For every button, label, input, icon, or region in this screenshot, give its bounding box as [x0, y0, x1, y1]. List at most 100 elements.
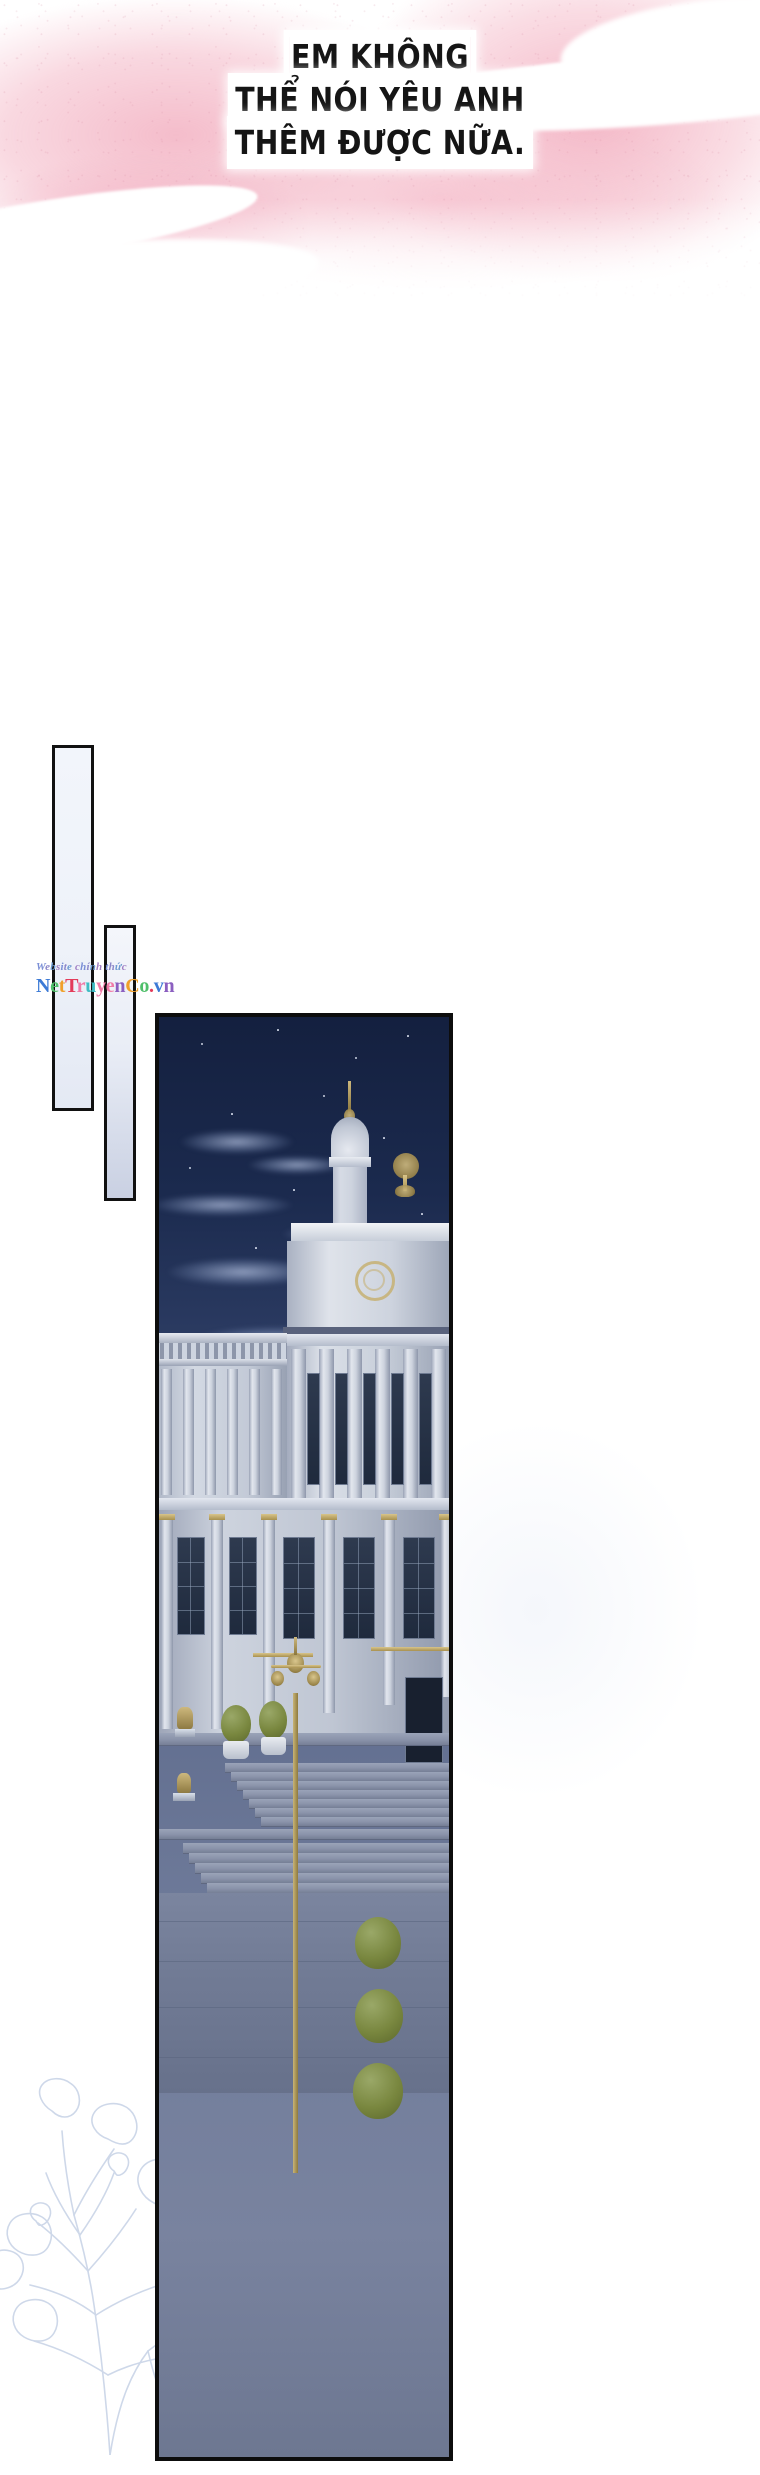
- headline-line-2: THỂ NÓI YÊU ANH: [53, 80, 707, 119]
- plaza-joint: [159, 2007, 449, 2008]
- lower-column: [211, 1517, 223, 1729]
- watermark-letter: e: [50, 975, 59, 997]
- window-mullion: [230, 1610, 256, 1611]
- headline-line-3-text: THÊM ĐƯỢC NỮA.: [233, 123, 527, 162]
- planter-pot: [261, 1737, 286, 1755]
- column: [249, 1369, 260, 1495]
- gold-capital: [439, 1514, 449, 1520]
- window-mullion: [284, 1613, 314, 1614]
- terrace-edge: [159, 1733, 449, 1746]
- palace-doorway: [405, 1677, 443, 1763]
- watermark-letter: u: [85, 975, 97, 997]
- spire-finial: [344, 1109, 355, 1123]
- star: [407, 1035, 409, 1037]
- street-lamp-pole: [293, 1693, 298, 2173]
- topiary-bush: [353, 2063, 403, 2119]
- golden-crest: [393, 1153, 419, 1179]
- lower-window: [403, 1537, 435, 1639]
- lower-window: [343, 1537, 375, 1639]
- tall-window: [391, 1373, 404, 1485]
- watermark: Website chính thức NetTruyenCo.vn: [36, 962, 175, 997]
- planter-pot: [223, 1741, 249, 1759]
- watermark-letter: r: [76, 975, 86, 997]
- window-mullion: [178, 1586, 204, 1587]
- lower-column: [323, 1517, 335, 1713]
- watermark-letter: o: [139, 975, 150, 997]
- wreath-inner: [363, 1269, 385, 1291]
- topiary-bush: [355, 1917, 401, 1969]
- window-mullion: [284, 1563, 314, 1564]
- lamp-finial: [294, 1637, 297, 1655]
- watermark-letter: v: [153, 975, 164, 997]
- palace-night-panel: [155, 1013, 453, 2461]
- watermark-letter: s: [55, 961, 61, 973]
- column: [271, 1369, 282, 1495]
- tall-window: [363, 1373, 376, 1485]
- watermark-letter: n: [114, 975, 126, 997]
- watermark-letter: e: [66, 961, 73, 973]
- window-mullion: [178, 1562, 204, 1563]
- star: [255, 1247, 257, 1249]
- plaza-joint: [159, 1961, 449, 1962]
- lower-window: [229, 1537, 257, 1635]
- watermark-letter: n: [163, 975, 175, 997]
- gold-capital: [261, 1514, 277, 1520]
- portico-column: [347, 1349, 362, 1503]
- gold-capital: [209, 1514, 225, 1520]
- watermark-letter: h: [96, 961, 103, 973]
- plaza-floor: [159, 1893, 449, 2093]
- topiary-bush: [259, 1701, 287, 1739]
- lamp-side-light: [271, 1671, 284, 1686]
- watermark-tagline: Website chính thức: [36, 962, 174, 973]
- crest-stem: [403, 1175, 407, 1191]
- wreath-ornament: [355, 1261, 395, 1301]
- window-mullion: [344, 1563, 374, 1564]
- watermark-letter: t: [63, 961, 67, 973]
- dome: [331, 1117, 369, 1161]
- tall-window: [335, 1373, 348, 1485]
- window-mullion: [230, 1562, 256, 1563]
- cloud: [245, 1155, 349, 1175]
- window-mullion: [344, 1613, 374, 1614]
- watermark-letter: N: [36, 975, 51, 997]
- headline-line-2-text: THỂ NÓI YÊU ANH: [233, 80, 527, 119]
- dome-base-cornice: [329, 1157, 371, 1167]
- left-wing-wall: [159, 1366, 287, 1498]
- urn-base: [173, 1793, 195, 1801]
- headline-line-3: THÊM ĐƯỢC NỮA.: [53, 123, 707, 162]
- window-mullion: [404, 1588, 434, 1589]
- stair-step: [261, 1817, 449, 1827]
- watermark-letter: i: [60, 961, 64, 973]
- column: [161, 1369, 172, 1495]
- topiary-bush: [355, 1989, 403, 2043]
- column: [227, 1369, 238, 1495]
- star: [323, 1095, 325, 1097]
- star: [231, 1113, 233, 1115]
- balustrade-rail: [159, 1333, 287, 1343]
- lower-column: [263, 1517, 275, 1729]
- soft-blue-wash: [440, 1400, 760, 1820]
- window-mullion: [344, 1588, 374, 1589]
- watermark-letter: c: [121, 961, 127, 973]
- star: [277, 1029, 279, 1031]
- cloud: [177, 1129, 297, 1155]
- gold-capital: [321, 1514, 337, 1520]
- balustrade-base: [159, 1359, 287, 1366]
- lamp-side-light: [307, 1671, 320, 1686]
- speech-bar-short: [104, 925, 136, 1201]
- watermark-letter: .: [149, 975, 154, 997]
- column: [183, 1369, 194, 1495]
- gold-rail: [253, 1653, 313, 1657]
- watermark-letter: n: [89, 961, 97, 973]
- star: [201, 1043, 203, 1045]
- tall-window: [419, 1373, 432, 1485]
- window-mullion: [230, 1586, 256, 1587]
- watermark-letter: e: [45, 961, 51, 973]
- tall-window: [307, 1373, 320, 1485]
- portico-column: [291, 1349, 306, 1503]
- gold-rail: [371, 1647, 449, 1651]
- window-mullion: [284, 1588, 314, 1589]
- facade-upper-cornice: [291, 1223, 449, 1241]
- portico-column: [375, 1349, 390, 1503]
